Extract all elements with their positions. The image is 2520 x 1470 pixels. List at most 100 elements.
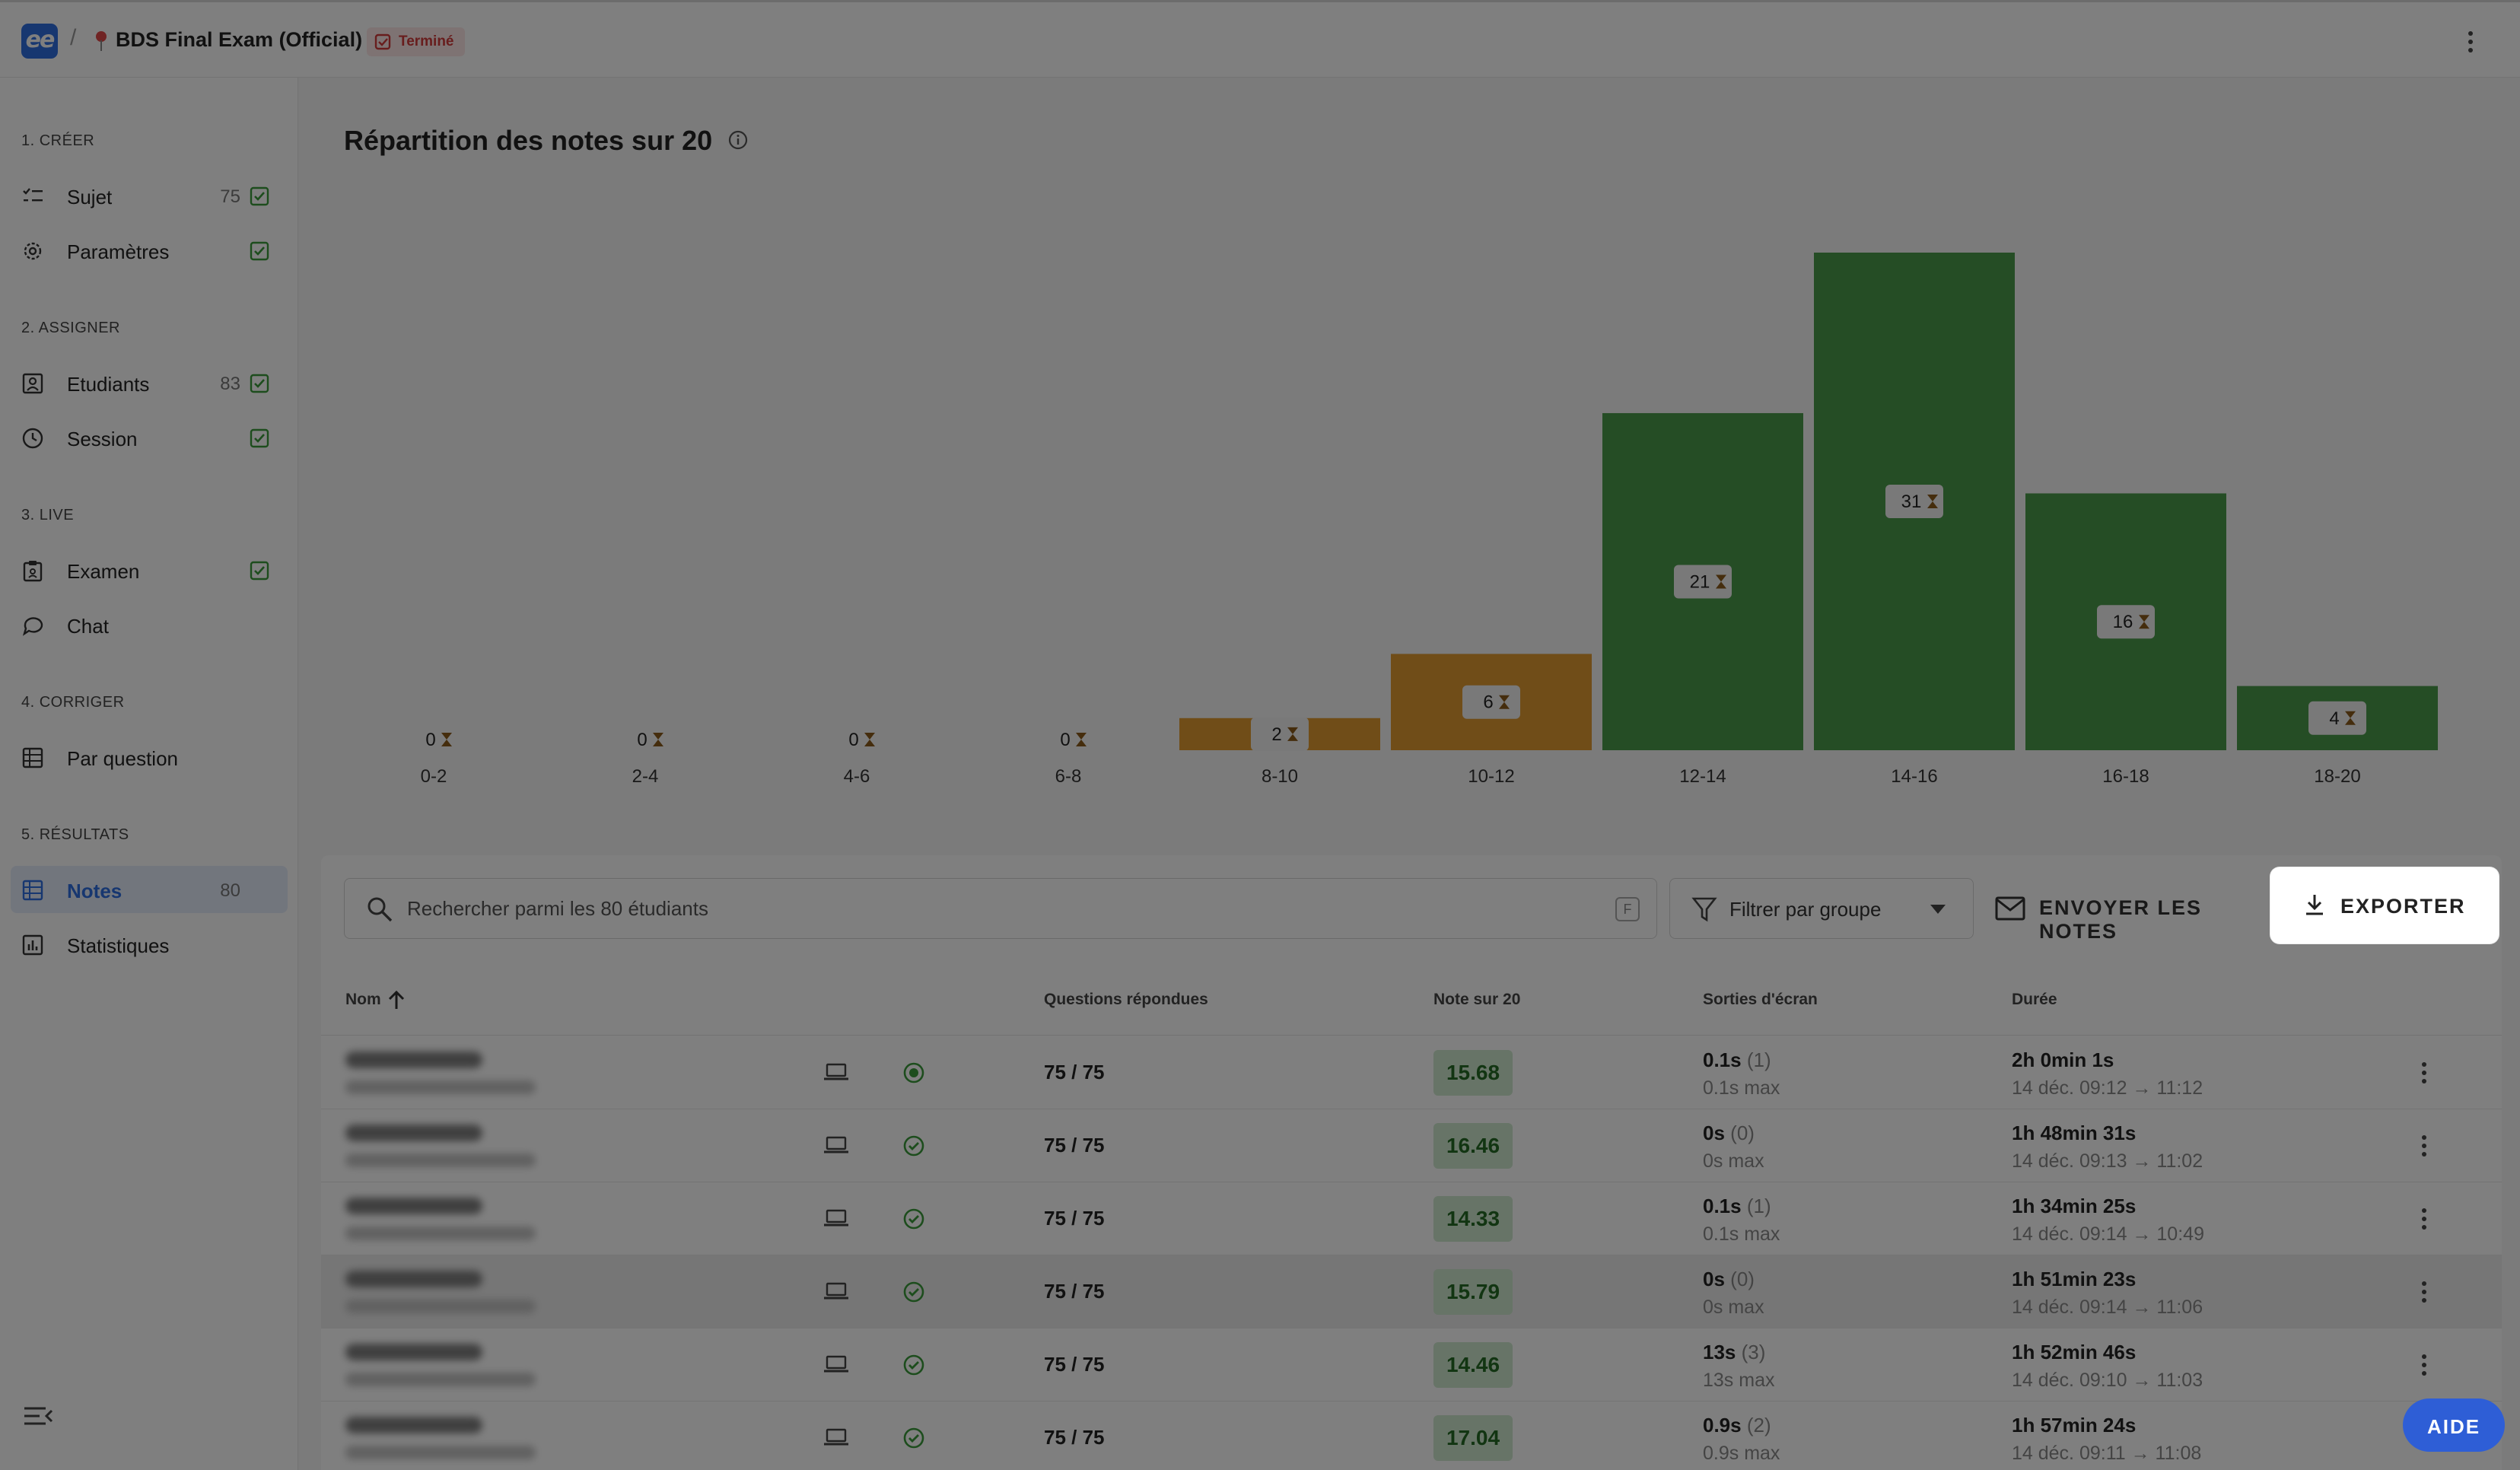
- hourglass-icon: [1076, 733, 1087, 746]
- clock-icon: [22, 428, 43, 449]
- list-icon: [23, 188, 43, 202]
- grade-badge[interactable]: 15.79: [1433, 1269, 1513, 1315]
- row-more-icon[interactable]: [2415, 1205, 2433, 1233]
- exit-max: 0.1s max: [1703, 1223, 1780, 1245]
- exam-title[interactable]: BDS Final Exam (Official): [116, 28, 363, 51]
- section-label-results: 5. RÉSULTATS: [21, 826, 129, 843]
- sidebar-item-label: Paramètres: [67, 240, 170, 263]
- tick-label-14-16: 14-16: [1891, 766, 1937, 787]
- sidebar-item-sujet[interactable]: Sujet 75: [11, 172, 288, 219]
- data-label-2-4: 0: [637, 730, 663, 750]
- sidebar-item-label: Chat: [67, 615, 109, 638]
- grade-badge[interactable]: 14.33: [1433, 1196, 1513, 1242]
- table-row[interactable]: 75 / 75 16.46 0s (0) 0s max 1h 48min 31s 14 d…: [321, 1109, 2502, 1182]
- student-icon: [22, 373, 43, 394]
- column-header-questions[interactable]: Questions répondues: [1044, 991, 1208, 1008]
- pin-icon: [96, 31, 107, 51]
- questions-answered: 75 / 75: [1044, 1426, 1105, 1449]
- svg-text:0: 0: [637, 730, 647, 750]
- mail-icon: [1995, 896, 2025, 921]
- laptop-icon: [824, 1063, 848, 1080]
- check-icon: [250, 374, 269, 393]
- tick-label-0-2: 0-2: [421, 766, 447, 787]
- download-icon: [2306, 895, 2323, 915]
- exit-max: 0.9s max: [1703, 1443, 1780, 1464]
- search-input[interactable]: Rechercher parmi les 80 étudiants F: [344, 878, 1657, 939]
- section-label-create: 1. CRÉER: [21, 132, 95, 149]
- sidebar: 1. CRÉER Sujet 75 Paramètres 2. ASSIGNER…: [0, 78, 298, 1470]
- row-more-icon[interactable]: [2415, 1132, 2433, 1160]
- exit-count: (0): [1730, 1122, 1755, 1144]
- time-range: 14 déc. 09:10 → 11:03: [2012, 1370, 2203, 1391]
- sidebar-item-parametres[interactable]: Paramètres: [11, 227, 288, 274]
- table-row[interactable]: 75 / 75 17.04 0.9s (2) 0.9s max 1h 57min 24s…: [321, 1402, 2502, 1470]
- duration: 2h 0min 1s: [2012, 1048, 2114, 1071]
- row-more-icon[interactable]: [2415, 1351, 2433, 1379]
- questions-answered: 75 / 75: [1044, 1134, 1105, 1157]
- check-circle-icon: [903, 1135, 924, 1157]
- student-name-redacted: [345, 1417, 482, 1433]
- grade-badge[interactable]: 17.04: [1433, 1415, 1513, 1461]
- sidebar-item-statistiques[interactable]: Statistiques: [11, 921, 288, 968]
- app-logo[interactable]: ee: [21, 24, 58, 59]
- check-circle-icon: [903, 1281, 924, 1303]
- svg-text:6: 6: [1483, 692, 1493, 713]
- sidebar-item-label: Notes: [67, 880, 123, 902]
- export-button[interactable]: EXPORTER: [2270, 867, 2499, 943]
- table-row[interactable]: 75 / 75 15.68 0.1s (1) 0.1s max 2h 0min 1s 14…: [321, 1036, 2502, 1109]
- sidebar-item-session[interactable]: Session: [11, 414, 288, 461]
- bar-chart-icon: [22, 934, 43, 956]
- sidebar-item-count: 80: [220, 880, 240, 901]
- sidebar-item-notes[interactable]: Notes 80: [11, 866, 288, 913]
- grade-badge[interactable]: 14.46: [1433, 1342, 1513, 1388]
- exit-time: 0.1s: [1703, 1195, 1742, 1217]
- data-label-4-6: 0: [848, 730, 875, 750]
- column-header-duration[interactable]: Durée: [2012, 991, 2057, 1008]
- table-row[interactable]: 75 / 75 14.46 13s (3) 13s max 1h 52min 46s 14…: [321, 1328, 2502, 1402]
- sidebar-item-etudiants[interactable]: Etudiants 83: [11, 359, 288, 406]
- student-name-redacted: [345, 1271, 482, 1287]
- sidebar-item-par-question[interactable]: Par question: [11, 733, 288, 781]
- header-divider: [321, 1035, 2502, 1036]
- time-range: 14 déc. 09:14 → 11:06: [2012, 1297, 2203, 1318]
- collapse-sidebar-icon[interactable]: [23, 1405, 53, 1427]
- sidebar-item-examen[interactable]: Examen: [11, 546, 288, 593]
- row-more-icon[interactable]: [2415, 1059, 2433, 1087]
- column-header-exits[interactable]: Sorties d'écran: [1703, 991, 1818, 1008]
- send-grades-button[interactable]: ENVOYER LES NOTES: [1989, 878, 2275, 943]
- exit-count: (2): [1746, 1414, 1771, 1437]
- search-icon: [368, 897, 393, 922]
- questions-answered: 75 / 75: [1044, 1207, 1105, 1230]
- sidebar-item-label: Etudiants: [67, 373, 150, 396]
- questions-answered: 75 / 75: [1044, 1280, 1105, 1303]
- exit-time: 0.9s: [1703, 1414, 1742, 1437]
- tick-label-16-18: 16-18: [2102, 766, 2149, 787]
- info-icon[interactable]: [727, 129, 749, 151]
- questions-answered: 75 / 75: [1044, 1353, 1105, 1376]
- column-header-grade[interactable]: Note sur 20: [1433, 991, 1521, 1008]
- laptop-icon: [824, 1136, 848, 1153]
- column-header-name[interactable]: Nom: [345, 991, 381, 1008]
- grade-badge[interactable]: 15.68: [1433, 1050, 1513, 1096]
- table-row[interactable]: 75 / 75 15.79 0s (0) 0s max 1h 51min 23s 14 d…: [321, 1255, 2502, 1328]
- help-button[interactable]: AIDE: [2403, 1398, 2505, 1452]
- tick-label-18-20: 18-20: [2314, 766, 2360, 787]
- exit-time: 0.1s: [1703, 1048, 1742, 1071]
- data-label-16-18: 16: [2097, 605, 2155, 639]
- screen-exits: 13s (3): [1703, 1341, 1765, 1364]
- breadcrumb-separator: /: [70, 25, 77, 50]
- questions-answered: 75 / 75: [1044, 1061, 1105, 1083]
- student-email-redacted: [345, 1300, 536, 1313]
- group-filter-select[interactable]: Filtrer par groupe: [1669, 878, 1974, 939]
- more-options-icon[interactable]: [2459, 28, 2482, 56]
- row-more-icon[interactable]: [2415, 1278, 2433, 1306]
- hourglass-icon: [864, 733, 875, 746]
- data-label-10-12: 6: [1462, 685, 1520, 719]
- grade-badge[interactable]: 16.46: [1433, 1123, 1513, 1169]
- arrow-up-icon[interactable]: [387, 989, 406, 1010]
- flag-status-icon: [903, 1062, 924, 1083]
- time-range: 14 déc. 09:14 → 10:49: [2012, 1223, 2204, 1245]
- table-row[interactable]: 75 / 75 14.33 0.1s (1) 0.1s max 1h 34min 25s…: [321, 1182, 2502, 1255]
- checkbox-icon: [374, 33, 391, 50]
- sidebar-item-chat[interactable]: Chat: [11, 601, 288, 648]
